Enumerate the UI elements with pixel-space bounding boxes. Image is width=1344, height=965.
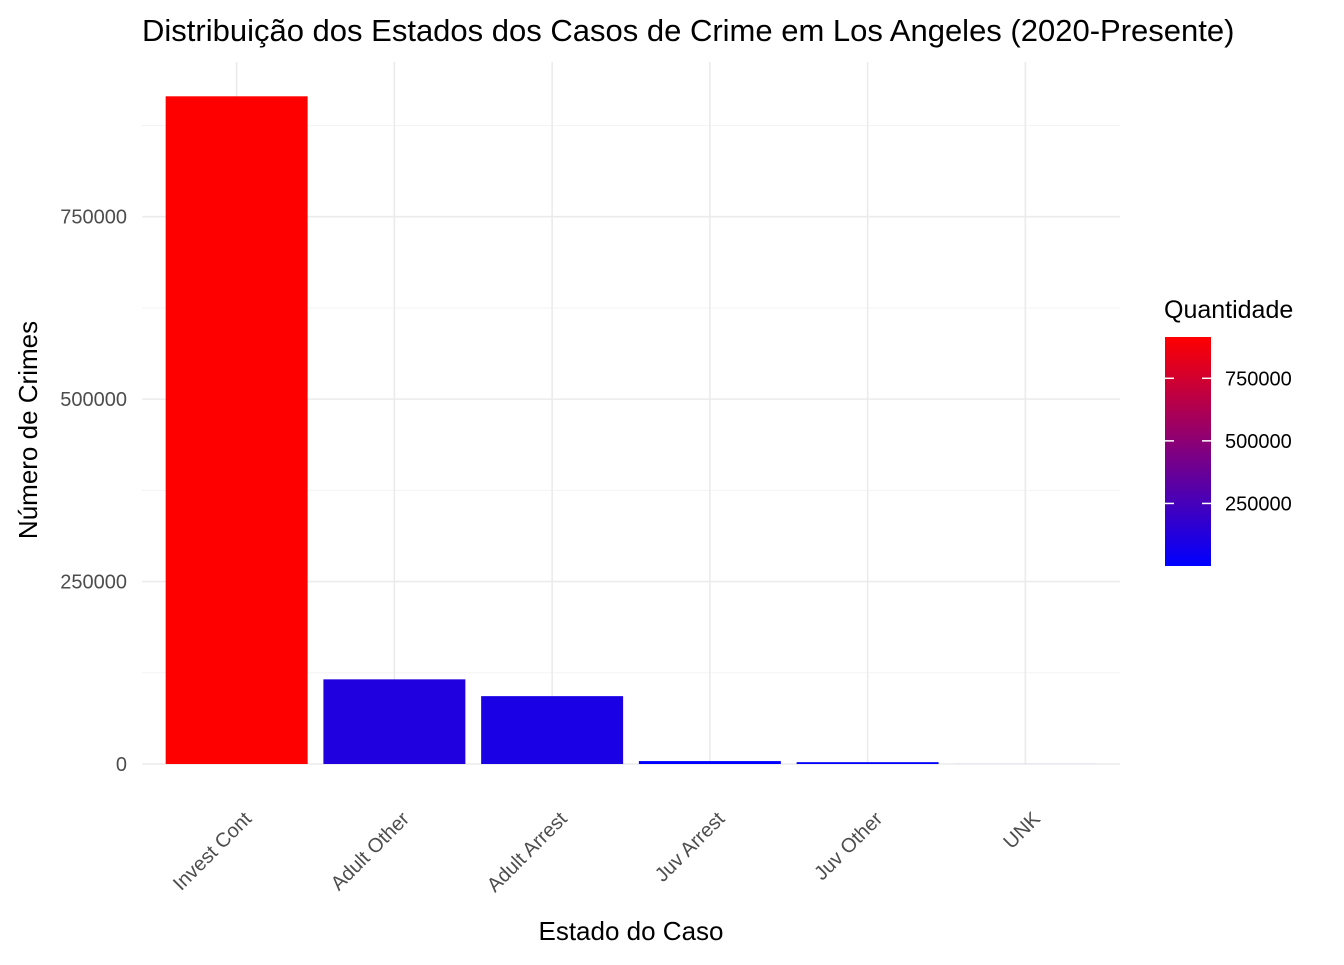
y-tick-label: 250000: [60, 572, 127, 594]
y-axis-ticks: 0 250000 500000 750000: [60, 207, 127, 776]
chart-title: Distribuição dos Estados dos Casos de Cr…: [142, 13, 1234, 48]
legend-colorbar: [1165, 337, 1211, 566]
bar-juv-other: [797, 762, 939, 764]
x-tick-label: Juv Arrest: [651, 808, 730, 887]
bar-juv-arrest: [639, 761, 781, 764]
legend-label: 750000: [1225, 368, 1292, 390]
y-tick-label: 750000: [60, 207, 127, 229]
x-tick-label: Adult Other: [327, 808, 414, 895]
bars: [166, 96, 1097, 764]
legend-label: 250000: [1225, 493, 1292, 515]
legend-title: Quantidade: [1164, 296, 1293, 324]
legend: Quantidade 250000 500000 750000: [1164, 296, 1293, 566]
x-axis-ticks: Invest Cont Adult Other Adult Arrest Juv Ar…: [169, 808, 1045, 897]
bar-adult-other: [323, 679, 465, 764]
x-axis-title: Estado do Caso: [538, 916, 723, 946]
x-tick-label: Adult Arrest: [483, 808, 572, 897]
x-tick-label: UNK: [999, 808, 1045, 854]
bar-invest-cont: [166, 96, 308, 764]
legend-label: 500000: [1225, 431, 1292, 453]
x-tick-label: Juv Other: [810, 808, 887, 885]
x-tick-label: Invest Cont: [169, 808, 256, 895]
y-tick-label: 500000: [60, 389, 127, 411]
y-tick-label: 0: [116, 754, 127, 776]
bar-adult-arrest: [481, 696, 623, 764]
y-axis-title: Número de Crimes: [13, 321, 43, 539]
